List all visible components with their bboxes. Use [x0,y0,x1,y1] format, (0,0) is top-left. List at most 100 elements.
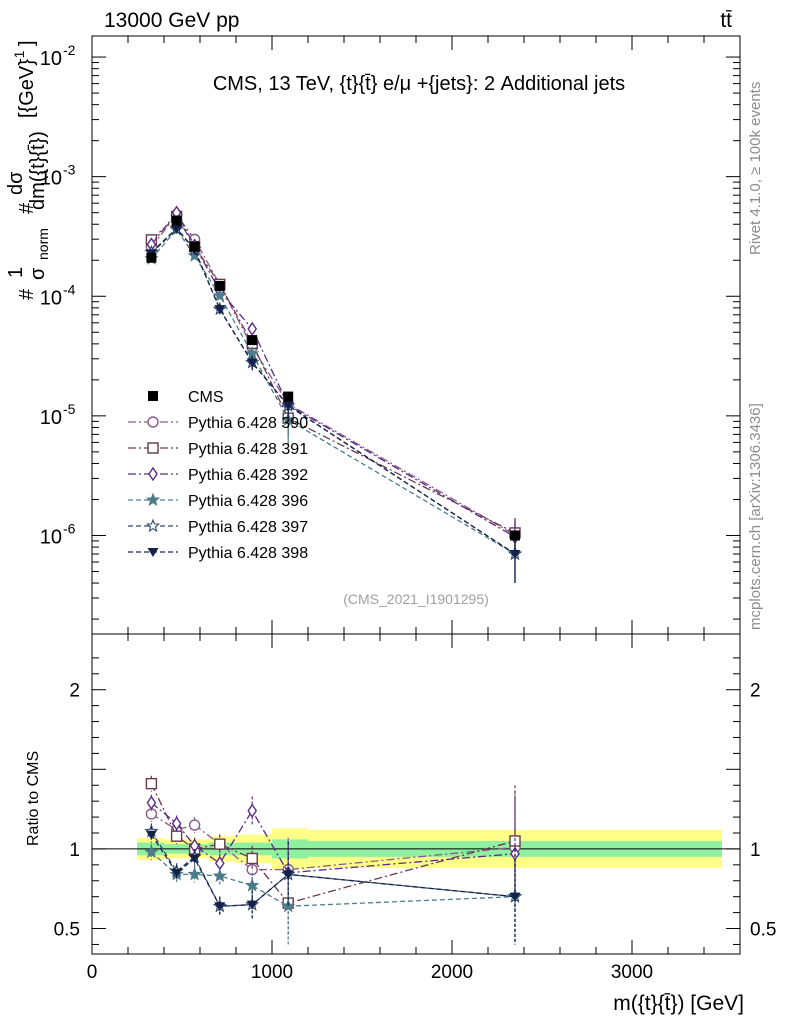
legend-marker-4 [145,518,161,533]
ratio-point-1 [214,838,226,850]
legend-label-4: Pythia 6.428 397 [188,519,308,536]
ratio-point-3 [187,866,202,881]
y-tick-label-base: 10 [40,407,62,429]
legend-label-1: Pythia 6.428 391 [188,441,308,458]
legend-marker-2 [148,466,158,482]
y-tick-label: 10 -6 [40,520,76,548]
ratio-point-5 [214,902,226,912]
y-label-close: ] [16,40,38,46]
series-point-5 [509,549,521,559]
ratio-y-axis-label: Ratio to CMS [25,751,42,846]
ratio-point-1 [170,830,183,842]
x-tick-label: 3000 [611,962,653,983]
ratio-point-0 [188,819,201,831]
x-axis-label: m({t}{t̄}) [GeV] [613,992,744,1015]
y-axis-label: # 1 σ norm # dσ dm({t}{t̄}) [{GeV} -1 ] [5,40,51,300]
y-label-exp: -1 [11,50,27,63]
ratio-y-tick-label-right: 2 [750,681,761,702]
legend-label-0: Pythia 6.428 390 [188,415,308,432]
ratio-point-5 [282,870,294,880]
y-tick-label: 10 -5 [40,401,76,429]
data-point [171,215,182,226]
ratio-point-5 [509,892,521,902]
series-point-5 [282,401,294,411]
series-line-1 [150,215,516,534]
legend-marker-0 [147,416,159,428]
ratio-plot [92,775,740,947]
ratio-y-tick-label: 0.5 [54,920,80,941]
legend: CMS Pythia 6.428 390 Pythia 6.428 391 Pythi… [128,389,308,562]
mcplots-label: mcplots.cern.ch [arXiv:1306.3436] [747,403,764,630]
y-tick-label-exp: -4 [63,281,76,297]
ratio-point-2 [171,816,182,831]
y-tick-label: 10 -3 [40,162,76,190]
x-tick-label: 0 [87,962,98,983]
y-tick-label-exp: -3 [63,162,76,178]
y-tick-label-exp: -2 [63,42,76,58]
x-tick-label: 2000 [431,962,473,983]
y-label-dm: dm({t}{t̄}) [27,131,49,210]
ratio-y-tick-label-right: 0.5 [750,920,776,941]
data-point [214,280,225,291]
legend-label-cms: CMS [188,389,224,406]
ratio-point-1 [246,852,258,865]
ratio-point-3 [212,868,227,882]
y-tick-label: 10 -2 [40,42,76,70]
y-tick-label: 10 -4 [40,281,76,309]
ratio-frame [91,633,741,955]
y-label-hash-a: # [16,288,38,300]
series-line-0 [150,213,516,536]
series-point-5 [246,358,258,368]
ratio-point-5 [145,830,157,840]
data-point [189,241,200,252]
ratio-point-5 [171,868,183,878]
y-label-hash-b: # [16,202,38,214]
y-tick-label-exp: -5 [63,401,76,417]
analysis-watermark: (CMS_2021_I1901295) [343,591,489,607]
ratio-point-1 [145,777,158,790]
ratio-point-2 [146,795,157,811]
series-line-2 [150,211,516,538]
legend-label-5: Pythia 6.428 398 [188,545,308,562]
ratio-y-tick-label: 2 [69,681,80,702]
chart-title: CMS, 13 TeV, {t}{t̄} e/μ +{jets}: 2 Addi… [213,73,625,95]
legend-marker-3 [145,492,161,507]
series-point-3 [212,288,227,302]
ratio-point-3 [281,898,296,913]
ratio-point-5 [246,900,258,910]
y-tick-label-base: 10 [40,287,62,309]
data-point [283,391,294,402]
header-left: 13000 GeV pp [104,9,239,32]
y-tick-label-base: 10 [40,526,62,548]
series-point-5 [171,224,183,234]
legend-label-3: Pythia 6.428 396 [188,493,308,510]
y-label-norm: norm [35,228,51,260]
ratio-point-2 [247,803,258,818]
header-right: tt̄ [720,9,732,32]
series-point-5 [214,305,226,315]
y-label-sigma: σ [27,267,49,280]
ratio-y-tick-label: 1 [69,840,80,861]
rivet-label: Rivet 4.1.0, ≥ 100k events [747,82,764,255]
data-point [247,335,258,346]
ratio-point-3 [144,844,159,859]
y-tick-label-exp: -6 [63,520,76,536]
legend-marker-1 [147,442,159,454]
series-point-3 [187,248,202,262]
y-tick-label-base: 10 [40,48,62,70]
data-point [510,530,520,541]
data-point [146,252,157,263]
ratio-point-5 [189,854,201,864]
y-label-dsigma: dσ [5,171,27,195]
ratio-point-3 [245,877,260,892]
upper-plot [144,205,523,584]
y-tick-label-base: 10 [40,168,62,190]
series-point-2 [247,321,258,337]
ratio-y-tick-label-right: 1 [750,840,761,861]
legend-marker-5 [147,548,159,557]
legend-marker-cms [148,391,158,401]
y-label-unit: [{GeV} [16,59,38,118]
y-label-one: 1 [5,267,27,278]
